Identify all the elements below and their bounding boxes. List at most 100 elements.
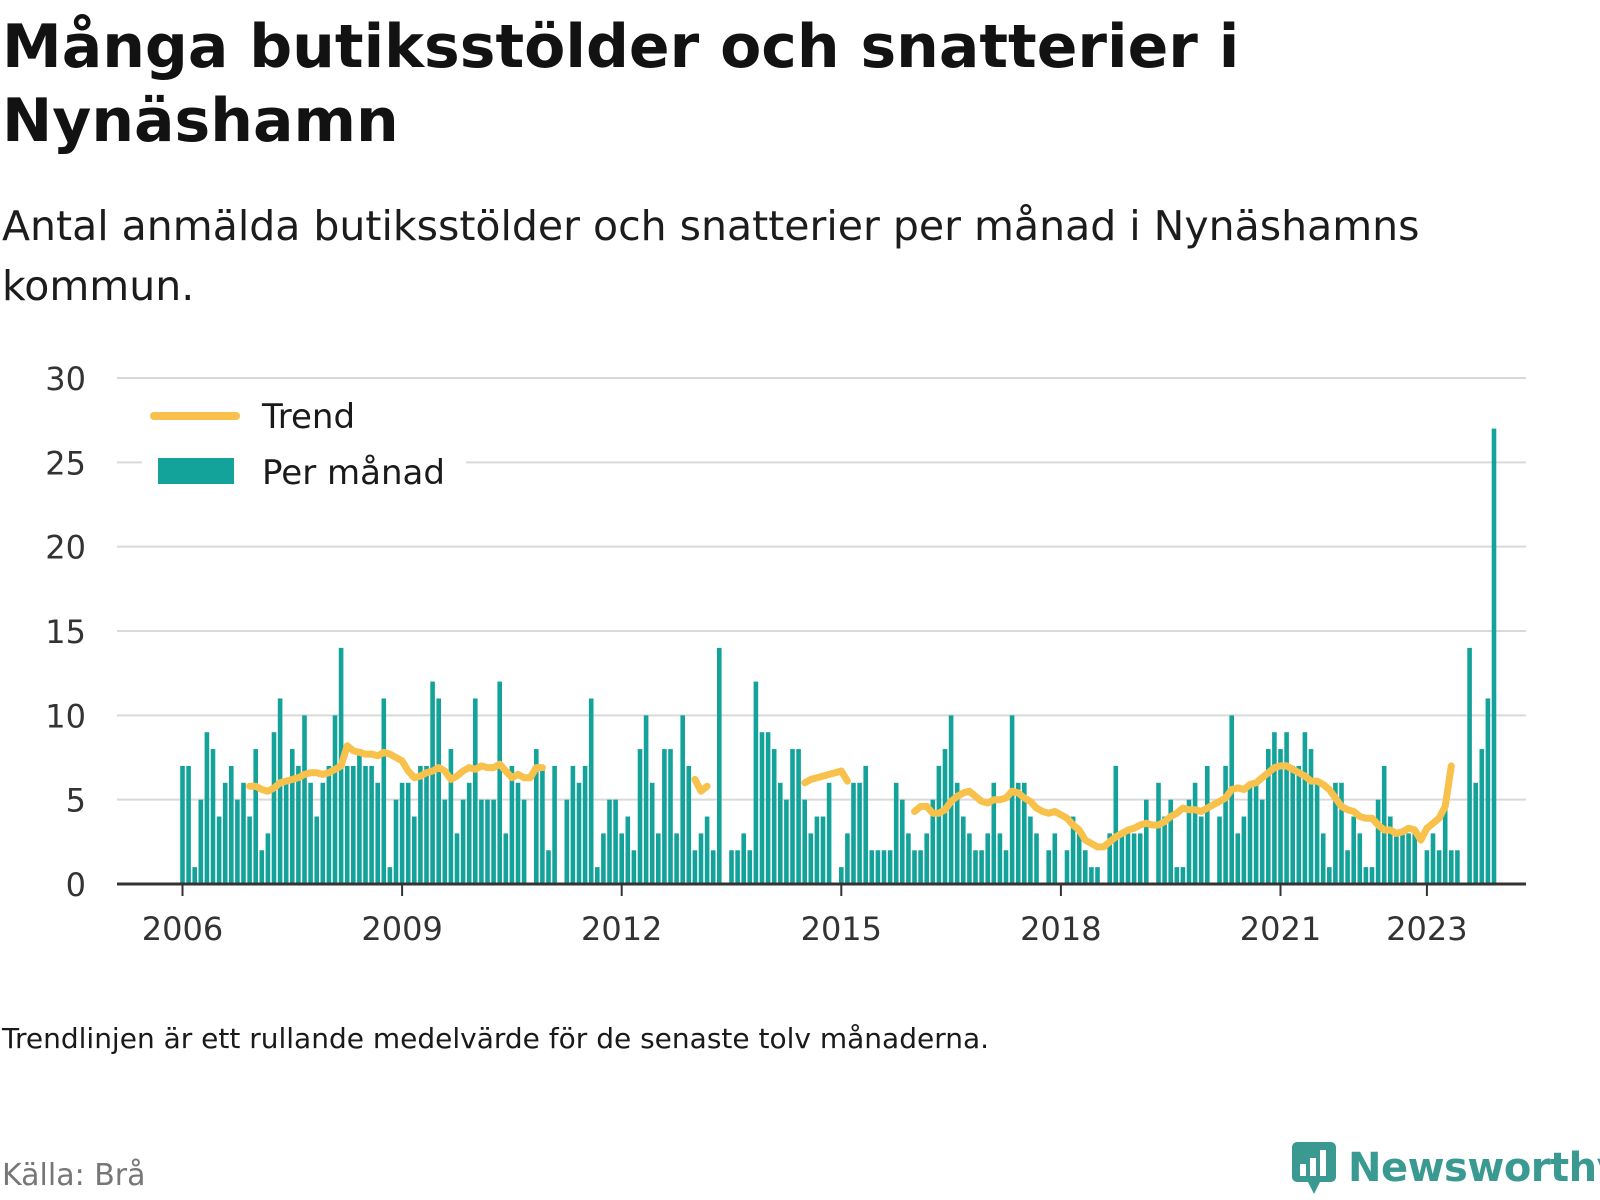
bar xyxy=(326,765,332,884)
bar xyxy=(570,765,576,884)
bar xyxy=(1113,765,1119,884)
bar xyxy=(1064,850,1070,884)
chart-title: Många butiksstölder och snatterier i Nyn… xyxy=(2,12,1240,156)
bar xyxy=(741,833,746,884)
y-tick-label: 25 xyxy=(45,444,86,482)
bar xyxy=(540,765,545,884)
bar xyxy=(363,765,368,884)
bar xyxy=(1442,799,1448,884)
bar xyxy=(1015,782,1021,884)
bar xyxy=(845,833,850,884)
bar xyxy=(765,732,771,884)
bar xyxy=(1119,833,1125,884)
bar xyxy=(1125,833,1131,884)
x-axis: 2006 2009 2012 2015 2018 2021 2023 xyxy=(117,882,1526,948)
bar xyxy=(473,698,478,884)
bar xyxy=(1266,749,1271,884)
bar xyxy=(204,732,210,884)
bar xyxy=(973,850,978,884)
bar xyxy=(1137,833,1143,884)
trend-segment xyxy=(801,767,851,787)
bar xyxy=(1192,782,1198,884)
chart-subtitle: Antal anmälda butiksstölder och snatteri… xyxy=(2,202,1420,310)
bar xyxy=(235,799,240,884)
bar xyxy=(784,799,789,884)
bar xyxy=(595,867,600,884)
bar xyxy=(436,698,441,884)
bar xyxy=(1455,850,1460,884)
legend-bars-swatch xyxy=(158,458,234,484)
bar xyxy=(1424,850,1430,884)
bar xyxy=(1327,867,1332,884)
bar xyxy=(808,833,814,884)
y-tick-label: 30 xyxy=(45,360,86,398)
bar xyxy=(1168,799,1173,884)
bar xyxy=(1430,833,1436,884)
bar xyxy=(1162,816,1167,884)
bar xyxy=(509,765,515,884)
bar xyxy=(1076,833,1082,884)
bar xyxy=(686,765,692,884)
bar xyxy=(253,749,258,884)
bar xyxy=(180,765,185,884)
legend-trend-label: Trend xyxy=(261,397,355,437)
newsworthy-logo[interactable]: Newsworthy xyxy=(1290,1138,1600,1198)
bar xyxy=(222,782,228,884)
bar xyxy=(717,647,722,884)
bar xyxy=(979,850,984,884)
bar xyxy=(790,749,795,884)
bar xyxy=(283,782,289,884)
bar xyxy=(1339,782,1344,884)
bar xyxy=(912,850,917,884)
chart-legend: Trend Per månad xyxy=(142,392,466,502)
bar xyxy=(485,799,490,884)
bar xyxy=(991,782,997,884)
bar xyxy=(1070,816,1076,884)
trend-segment xyxy=(911,762,1455,851)
trend-note: Trendlinjen är ett rullande medelvärde f… xyxy=(2,1022,990,1055)
bar xyxy=(405,782,411,884)
bar xyxy=(747,850,753,884)
bar xyxy=(680,715,685,884)
bar xyxy=(1375,799,1381,884)
bar xyxy=(649,782,655,884)
bar xyxy=(1223,765,1228,884)
bar xyxy=(985,833,990,884)
bar xyxy=(918,850,923,884)
y-tick-label: 10 xyxy=(45,697,86,735)
bar xyxy=(418,765,423,884)
bar xyxy=(857,782,862,884)
bar xyxy=(503,833,509,884)
bar xyxy=(576,782,582,884)
bar xyxy=(430,681,435,884)
bar xyxy=(1034,833,1039,884)
bar xyxy=(967,833,972,884)
bar xyxy=(942,749,948,884)
bar xyxy=(698,833,704,884)
bar xyxy=(1259,799,1265,884)
bar xyxy=(753,681,759,884)
bar xyxy=(1180,867,1186,884)
bar xyxy=(290,749,295,884)
bar xyxy=(704,816,710,884)
y-tick-label: 20 xyxy=(45,529,86,567)
x-tick-label: 2009 xyxy=(361,910,442,948)
bar xyxy=(674,833,679,884)
bar xyxy=(1229,715,1234,884)
bar xyxy=(820,816,826,884)
bar xyxy=(515,782,521,884)
bar xyxy=(997,833,1003,884)
bar xyxy=(1394,833,1399,884)
bar xyxy=(954,782,960,884)
bar xyxy=(387,867,393,884)
bar xyxy=(839,867,844,884)
bar xyxy=(1467,647,1472,884)
bar xyxy=(357,749,362,884)
bar xyxy=(1131,833,1137,884)
bar xyxy=(1083,850,1088,884)
bar-line-chart: 0 5 10 15 20 25 30 2006 2009 2012 2015 2018 2021 202… xyxy=(45,360,1526,948)
bar xyxy=(1046,850,1051,884)
trend-segment xyxy=(246,742,546,795)
bar xyxy=(759,732,765,884)
trend-line xyxy=(246,742,1455,851)
